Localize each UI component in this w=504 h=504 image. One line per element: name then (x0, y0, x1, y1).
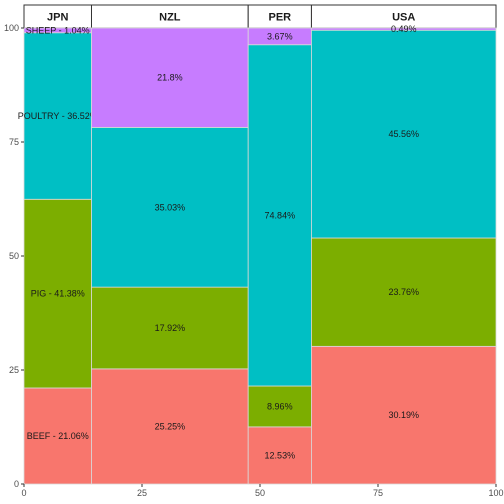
label-nzl-pig: 17.92% (155, 323, 186, 333)
cell-nzl-pig (91, 286, 249, 370)
label-jpn-pig: PIG - 41.38% (31, 289, 85, 299)
label-per-poultry: 74.84% (265, 210, 296, 220)
label-per-beef: 12.53% (265, 450, 296, 460)
y-tick-label-50: 50 (9, 251, 19, 261)
mosaic-cells: BEEF - 21.06% PIG - 41.38% POULTRY - 36.52… (18, 24, 497, 485)
x-tick-label-50: 50 (255, 488, 265, 498)
label-nzl-beef: 25.25% (155, 421, 186, 431)
label-usa-sheep: 0.49% (391, 24, 417, 34)
strip-label-nzl: NZL (159, 12, 181, 24)
label-per-pig: 8.96% (267, 401, 293, 411)
cell-nzl-sheep (91, 27, 249, 128)
label-jpn-beef: BEEF - 21.06% (27, 431, 89, 441)
cell-jpn-pig (23, 198, 92, 389)
facet-strips: JPN NZL PER USA (23, 4, 497, 29)
cell-usa-beef (311, 345, 497, 485)
x-tick-label-75: 75 (373, 488, 383, 498)
label-jpn-poultry: POULTRY - 36.52% (18, 111, 98, 121)
y-tick-label-0: 0 (14, 479, 19, 489)
cell-usa-poultry (311, 29, 497, 239)
label-usa-beef: 30.19% (388, 410, 419, 420)
cell-per-pig (247, 385, 312, 428)
label-jpn-sheep: SHEEP - 1.04% (26, 25, 90, 35)
strip-label-jpn: JPN (47, 12, 68, 24)
axes: 0 25 50 75 100 0 25 50 75 100 (4, 23, 504, 498)
label-nzl-poultry: 35.03% (155, 202, 186, 212)
x-tick-label-100: 100 (488, 488, 503, 498)
x-tick-label-25: 25 (137, 488, 147, 498)
strip-label-per: PER (269, 12, 292, 24)
label-per-sheep: 3.67% (267, 31, 293, 41)
strip-label-usa: USA (392, 12, 415, 24)
cell-per-beef (247, 426, 312, 485)
cell-jpn-beef (23, 387, 92, 485)
x-tick-label-0: 0 (21, 488, 26, 498)
cell-usa-pig (311, 237, 497, 347)
label-usa-poultry: 45.56% (388, 129, 419, 139)
cell-usa-sheep (311, 27, 497, 31)
y-tick-label-100: 100 (4, 23, 19, 33)
label-usa-pig: 23.76% (388, 287, 419, 297)
y-tick-label-75: 75 (9, 137, 19, 147)
label-nzl-sheep: 21.8% (157, 73, 183, 83)
y-tick-label-25: 25 (9, 365, 19, 375)
